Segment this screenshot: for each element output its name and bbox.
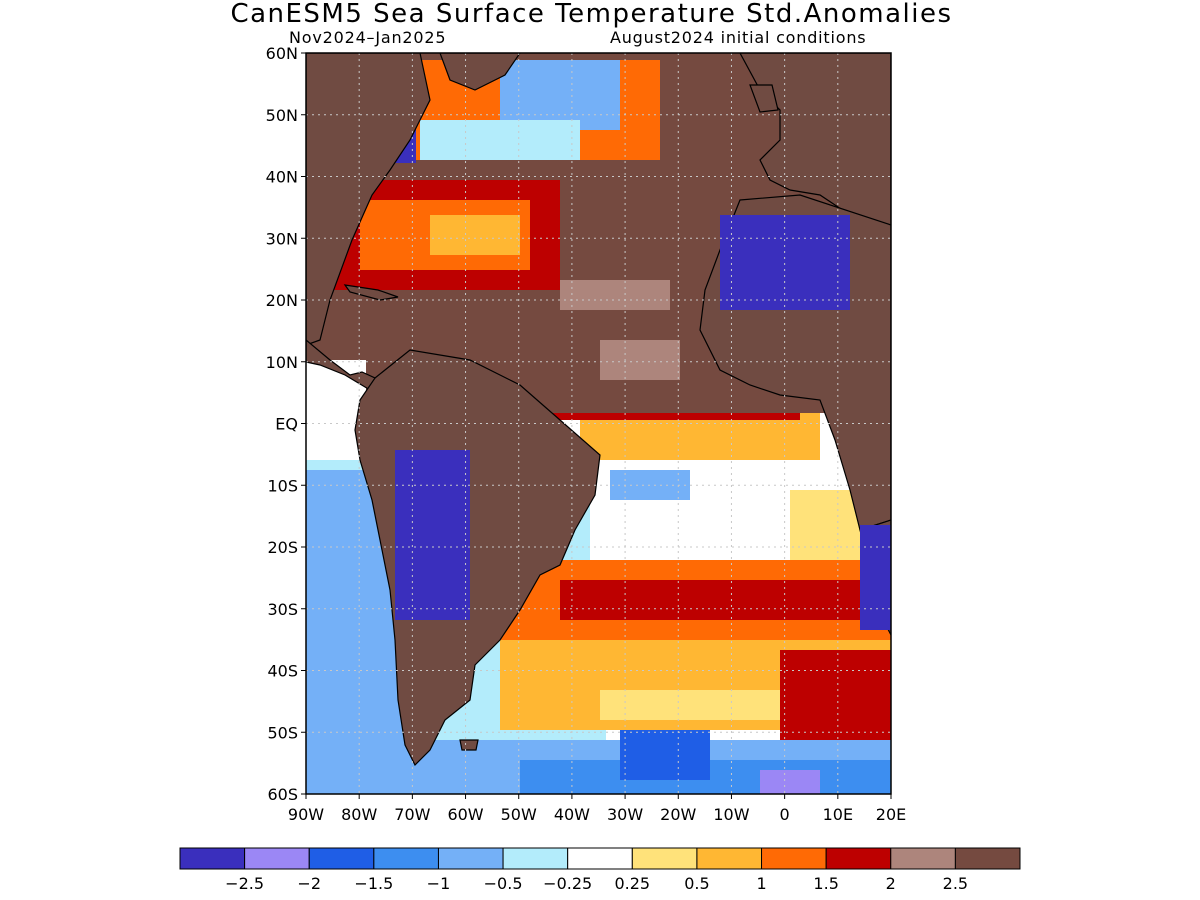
latitude-tick-label: EQ xyxy=(275,415,298,434)
longitude-tick-label: 0 xyxy=(780,805,790,824)
colorbar-label: −2.5 xyxy=(225,874,264,893)
anomaly-patch xyxy=(430,215,520,255)
colorbar-label: −0.5 xyxy=(484,874,523,893)
latitude-tick-label: 30N xyxy=(266,229,298,248)
longitude-tick-label: 40W xyxy=(554,805,590,824)
greenland xyxy=(439,53,521,91)
anomaly-patch xyxy=(560,280,670,310)
latitude-axis: 60N 50N 40N 30N 20N 10N EQ 10S 20S 30S 40S 50S 60S xyxy=(266,44,306,804)
latitude-tick-label: 60N xyxy=(266,44,298,63)
longitude-tick-label: 70W xyxy=(394,805,430,824)
longitude-tick-label: 20E xyxy=(876,805,906,824)
colorbar-swatch xyxy=(890,847,956,870)
anomaly-patch xyxy=(395,450,470,620)
colorbar-swatch xyxy=(502,847,569,870)
longitude-tick-label: 50W xyxy=(501,805,537,824)
latitude-tick-label: 20S xyxy=(267,538,298,557)
latitude-tick-label: 30S xyxy=(267,600,298,619)
colorbar-label: 0.25 xyxy=(614,874,650,893)
colorbar-swatch xyxy=(761,847,827,870)
colorbar-label: 2 xyxy=(886,874,896,893)
colorbar-label: −2 xyxy=(297,874,321,893)
colorbar-label: −0.25 xyxy=(543,874,592,893)
anomaly-field xyxy=(306,53,891,794)
latitude-tick-label: 50S xyxy=(267,723,298,742)
colorbar-swatch xyxy=(244,847,310,870)
colorbar-label: 1.5 xyxy=(813,874,838,893)
anomaly-patch xyxy=(760,770,820,794)
anomaly-patch xyxy=(860,525,891,630)
longitude-tick-label: 80W xyxy=(341,805,377,824)
colorbar-swatch xyxy=(696,847,763,870)
longitude-tick-label: 10E xyxy=(823,805,853,824)
colorbar-label: 0.5 xyxy=(684,874,709,893)
colorbar-swatch xyxy=(437,847,504,870)
colorbar-swatch xyxy=(631,847,698,870)
anomaly-patch xyxy=(420,120,580,160)
north-america xyxy=(306,53,431,346)
colorbar-label: 1 xyxy=(756,874,766,893)
colorbar-swatch xyxy=(567,847,633,870)
longitude-tick-label: 90W xyxy=(288,805,324,824)
anomaly-patch xyxy=(600,340,680,380)
latitude-tick-label: 50N xyxy=(266,106,298,125)
colorbar-label: −1.5 xyxy=(354,874,393,893)
colorbar-label: −1 xyxy=(427,874,451,893)
anomaly-patch xyxy=(780,650,891,740)
colorbar-label: 2.5 xyxy=(943,874,968,893)
anomaly-patch xyxy=(500,60,620,130)
latitude-tick-label: 60S xyxy=(267,785,298,804)
colorbar-swatch xyxy=(179,847,246,870)
figure-title: CanESM5 Sea Surface Temperature Std.Anom… xyxy=(230,0,953,29)
british-isles xyxy=(749,84,779,113)
longitude-tick-label: 60W xyxy=(447,805,483,824)
caribbean-islands xyxy=(343,284,399,301)
latitude-tick-label: 10N xyxy=(266,353,298,372)
longitude-axis: 90W 80W 70W 60W 50W 40W 30W 20W 10W 0 10E 20E xyxy=(288,794,906,824)
initial-conditions-subtitle: August2024 initial conditions xyxy=(610,28,867,47)
latitude-tick-label: 20N xyxy=(266,291,298,310)
colorbar: −2.5 −2 −1.5 −1 −0.5 −0.25 0.25 0.5 1 1.5 2 2.5 xyxy=(179,847,1021,893)
anomaly-patch xyxy=(720,215,850,310)
forecast-period-subtitle: Nov2024–Jan2025 xyxy=(289,28,447,47)
anomaly-patch xyxy=(560,580,891,620)
colorbar-swatch xyxy=(954,847,1021,870)
longitude-tick-label: 20W xyxy=(660,805,696,824)
colorbar-swatch xyxy=(825,847,892,870)
falkland-islands xyxy=(459,739,479,751)
longitude-tick-label: 10W xyxy=(713,805,749,824)
latitude-tick-label: 40S xyxy=(267,662,298,681)
latitude-tick-label: 10S xyxy=(267,476,298,495)
latitude-tick-label: 40N xyxy=(266,168,298,187)
longitude-tick-label: 30W xyxy=(607,805,643,824)
colorbar-swatch xyxy=(308,847,375,870)
gridlines xyxy=(306,53,891,794)
colorbar-swatch xyxy=(373,847,439,870)
